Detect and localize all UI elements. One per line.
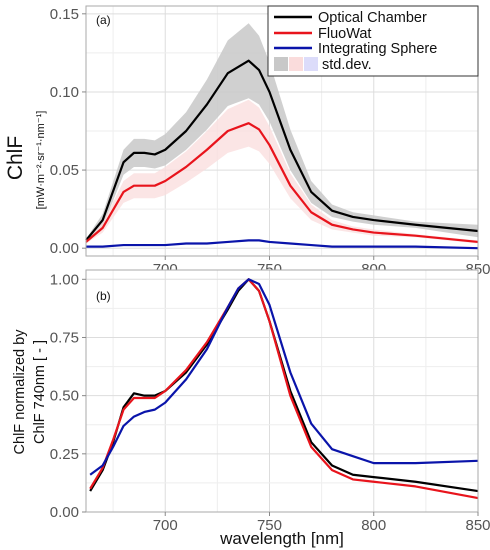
legend-label-optical: Optical Chamber <box>318 10 427 26</box>
legend-swatch-fluowat-std <box>289 57 303 71</box>
ytick-label: 0.25 <box>50 446 79 463</box>
panel-b-label: (b) <box>96 289 111 303</box>
xtick-label: 750 <box>257 517 282 534</box>
panel-b-lines <box>89 278 479 500</box>
legend-label-std: std.dev. <box>322 57 372 73</box>
series-line-optical-chamber <box>89 278 479 493</box>
series-line-fluowat <box>85 122 479 244</box>
legend-label-fluowat: FluoWat <box>318 26 371 42</box>
panel-a-ylabel: ChlF <box>4 136 27 180</box>
ytick-label: 0.00 <box>50 240 79 257</box>
panel-a-label: (a) <box>96 13 111 27</box>
xtick-label: 700 <box>153 517 178 534</box>
panel-b-xlabel: wavelength [nm] <box>219 529 344 548</box>
panel-b-ylabel-line2: ChlF 740nm [ - ] <box>32 340 48 444</box>
ytick-label: 0.15 <box>50 6 79 23</box>
panel-a-yunit: [mW·m⁻²·sr⁻¹·nm⁻¹] <box>35 111 47 210</box>
xtick-label: 800 <box>361 517 386 534</box>
panel-b: 0.00 0.25 0.50 0.75 1.00 700 750 800 850 (b) Chl… <box>12 269 490 548</box>
ytick-label: 0.75 <box>50 329 79 346</box>
legend-swatch-optical-std <box>274 57 288 71</box>
panel-b-background <box>86 270 478 512</box>
ytick-label: 0.50 <box>50 388 79 405</box>
series-line-integrating-sphere <box>86 239 479 250</box>
ytick-label: 0.05 <box>50 162 79 179</box>
panel-a-lines <box>85 59 479 250</box>
series-line-integrating-sphere <box>89 278 479 476</box>
legend-label-sphere: Integrating Sphere <box>318 41 437 57</box>
panel-b-ylabel-line1: ChlF normalized by <box>12 329 28 455</box>
ytick-label: 0.00 <box>50 504 79 521</box>
ytick-label: 0.10 <box>50 84 79 101</box>
ytick-label: 1.00 <box>50 271 79 288</box>
legend: Optical Chamber FluoWat Integrating Sphe… <box>267 5 479 77</box>
panel-b-ticks: 0.00 0.25 0.50 0.75 1.00 700 750 800 850 <box>50 271 490 534</box>
series-line-optical-chamber <box>85 59 479 242</box>
std-band-optical-chamber <box>86 23 478 242</box>
panel-b-frame <box>85 269 479 513</box>
legend-swatch-sphere-std <box>304 57 318 71</box>
xtick-label: 850 <box>465 517 490 534</box>
